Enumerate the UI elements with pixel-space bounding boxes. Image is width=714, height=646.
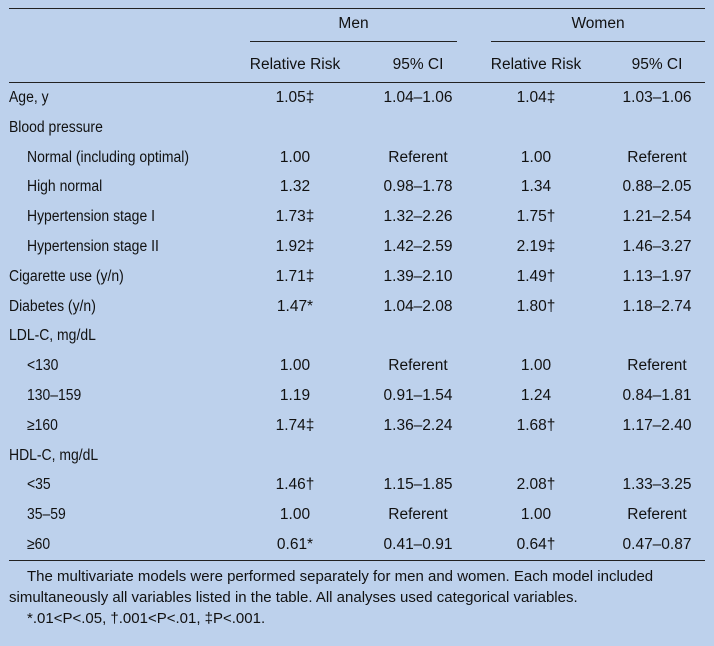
- cell-men-rr: 1.32: [279, 178, 311, 196]
- row-label: Normal (including optimal): [27, 148, 190, 166]
- row-label: High normal: [27, 178, 103, 196]
- table-row: HDL-C, mg/dL: [0, 442, 714, 471]
- cell-men-ci: 1.36–2.24: [383, 416, 453, 434]
- row-label: 130–159: [27, 387, 82, 404]
- cell-men-rr: 1.00: [279, 506, 311, 524]
- cell-men-rr: 1.19: [279, 387, 311, 404]
- cell-men-rr: 0.61*: [276, 536, 314, 553]
- row-label: ≥160: [27, 416, 58, 434]
- cell-men-rr: 1.92‡: [275, 238, 315, 255]
- cell-women-ci: 0.88–2.05: [622, 178, 692, 196]
- table-top-rule: [9, 8, 705, 9]
- cell-women-ci: 0.47–0.87: [622, 536, 692, 553]
- row-label: Diabetes (y/n): [9, 297, 96, 315]
- cell-men-ci: 1.04–1.06: [383, 89, 453, 106]
- cell-men-ci: Referent: [388, 357, 448, 375]
- header-bottom-rule: [9, 82, 705, 83]
- cell-women-ci: 1.13–1.97: [622, 267, 692, 285]
- cell-women-rr: 1.00: [520, 506, 552, 524]
- men-group-rule: [250, 41, 457, 42]
- col-header-women-rr: Relative Risk: [490, 56, 582, 73]
- cell-men-ci: 1.39–2.10: [383, 267, 453, 285]
- cell-women-ci: Referent: [627, 506, 687, 524]
- cell-men-ci: Referent: [388, 148, 448, 166]
- row-label: <130: [27, 357, 59, 375]
- table-row: ≥160 1.74‡ 1.36–2.24 1.68† 1.17–2.40: [0, 412, 714, 441]
- table-row: 130–159 1.19 0.91–1.54 1.24 0.84–1.81: [0, 382, 714, 411]
- cell-women-ci: 1.03–1.06: [622, 89, 692, 106]
- row-label: <35: [27, 476, 51, 494]
- cell-men-ci: Referent: [388, 506, 448, 524]
- footnote-significance: *.01<P<.05, †.001<P<.01, ‡P<.001.: [27, 610, 266, 627]
- table-row: ≥60 0.61* 0.41–0.91 0.64† 0.47–0.87: [0, 531, 714, 560]
- table-bottom-rule: [9, 560, 705, 561]
- cell-men-rr: 1.47*: [276, 297, 314, 315]
- table-row: 35–59 1.00 Referent 1.00 Referent: [0, 501, 714, 530]
- col-header-women-ci: 95% CI: [631, 56, 683, 73]
- cell-women-rr: 1.00: [520, 357, 552, 375]
- table-row: Age, y 1.05‡ 1.04–1.06 1.04‡ 1.03–1.06: [0, 84, 714, 113]
- cell-men-ci: 0.98–1.78: [383, 178, 453, 196]
- cell-men-rr: 1.00: [279, 148, 311, 166]
- col-header-men-rr: Relative Risk: [249, 56, 341, 73]
- table-footnote: The multivariate models were performed s…: [9, 566, 705, 629]
- cell-men-rr: 1.74‡: [275, 416, 315, 434]
- cell-women-rr: 1.34: [520, 178, 552, 196]
- table-row: Hypertension stage II 1.92‡ 1.42–2.59 2.19‡…: [0, 233, 714, 262]
- row-label: Blood pressure: [9, 118, 103, 136]
- row-label: ≥60: [27, 536, 51, 553]
- group-header-men: Men: [338, 15, 369, 32]
- cell-women-rr: 1.24: [520, 387, 552, 404]
- cell-men-ci: 1.32–2.26: [383, 208, 453, 226]
- cell-women-rr: 1.80†: [516, 297, 556, 315]
- cell-women-rr: 1.00: [520, 148, 552, 166]
- cell-women-rr: 0.64†: [516, 536, 556, 553]
- cell-women-ci: 1.21–2.54: [622, 208, 692, 226]
- cell-men-rr: 1.71‡: [275, 267, 315, 285]
- row-label: 35–59: [27, 506, 66, 524]
- cell-women-ci: 1.18–2.74: [622, 297, 692, 315]
- cell-men-rr: 1.73‡: [275, 208, 315, 226]
- cell-men-rr: 1.46†: [275, 476, 315, 494]
- cell-women-ci: 1.33–3.25: [622, 476, 692, 494]
- cell-women-ci: Referent: [627, 148, 687, 166]
- cell-men-ci: 1.15–1.85: [383, 476, 453, 494]
- row-label: HDL-C, mg/dL: [9, 446, 99, 464]
- cell-women-rr: 2.19‡: [516, 238, 556, 255]
- table-row: Blood pressure: [0, 114, 714, 143]
- row-label: Hypertension stage II: [27, 238, 159, 255]
- cell-women-ci: 1.17–2.40: [622, 416, 692, 434]
- row-label: Hypertension stage I: [27, 208, 155, 226]
- row-label: LDL-C, mg/dL: [9, 327, 96, 345]
- table-row: High normal 1.32 0.98–1.78 1.34 0.88–2.05: [0, 173, 714, 202]
- row-label: Cigarette use (y/n): [9, 267, 124, 285]
- cell-men-rr: 1.00: [279, 357, 311, 375]
- cell-women-rr: 1.75†: [516, 208, 556, 226]
- table-row: <35 1.46† 1.15–1.85 2.08† 1.33–3.25: [0, 471, 714, 500]
- women-group-rule: [491, 41, 705, 42]
- row-label: Age, y: [9, 89, 49, 106]
- table-row: <130 1.00 Referent 1.00 Referent: [0, 352, 714, 381]
- cell-women-ci: Referent: [627, 357, 687, 375]
- cell-women-ci: 1.46–3.27: [622, 238, 692, 255]
- table-row: Normal (including optimal) 1.00 Referent 1.…: [0, 144, 714, 173]
- cell-men-rr: 1.05‡: [275, 89, 315, 106]
- cell-women-rr: 2.08†: [516, 476, 556, 494]
- cell-men-ci: 1.04–2.08: [383, 297, 453, 315]
- table-row: Cigarette use (y/n) 1.71‡ 1.39–2.10 1.49† 1.…: [0, 263, 714, 292]
- cell-women-rr: 1.49†: [516, 267, 556, 285]
- cell-women-rr: 1.04‡: [516, 89, 556, 106]
- col-header-men-ci: 95% CI: [392, 56, 444, 73]
- cell-men-ci: 0.41–0.91: [383, 536, 453, 553]
- table-row: Diabetes (y/n) 1.47* 1.04–2.08 1.80† 1.18–2.…: [0, 293, 714, 322]
- group-header-women: Women: [571, 15, 625, 32]
- footnote-text: The multivariate models were performed s…: [9, 568, 654, 606]
- cell-men-ci: 0.91–1.54: [383, 387, 453, 404]
- table-row: Hypertension stage I 1.73‡ 1.32–2.26 1.75† 1…: [0, 203, 714, 232]
- cell-women-ci: 0.84–1.81: [622, 387, 692, 404]
- cell-men-ci: 1.42–2.59: [383, 238, 453, 255]
- table-row: LDL-C, mg/dL: [0, 322, 714, 351]
- cell-women-rr: 1.68†: [516, 416, 556, 434]
